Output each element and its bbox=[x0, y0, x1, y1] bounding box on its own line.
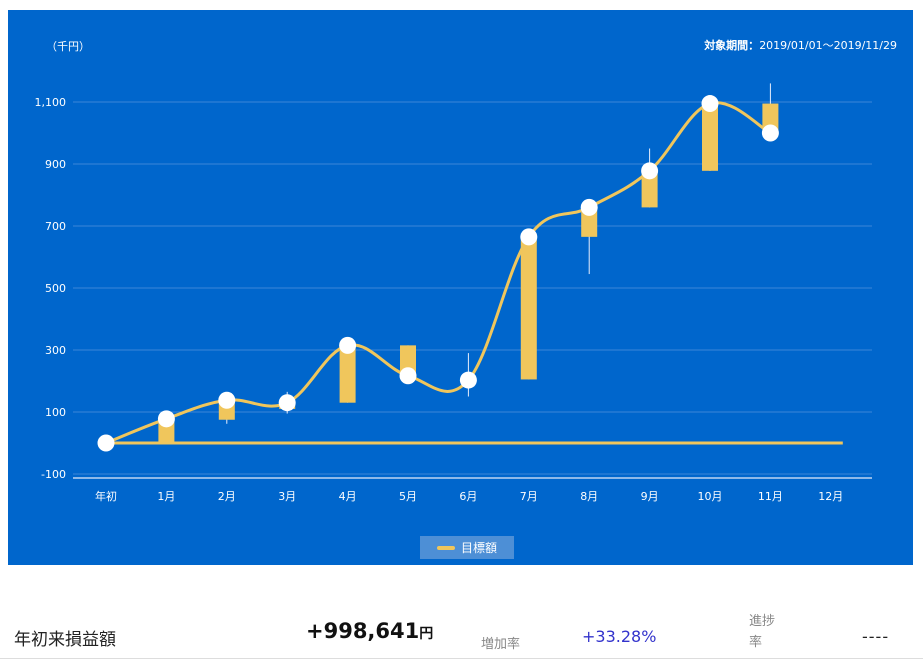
profit-point bbox=[339, 336, 357, 354]
y-tick-label: -100 bbox=[41, 468, 66, 481]
legend-item-target[interactable]: 目標額 bbox=[420, 536, 514, 559]
y-tick-label: 700 bbox=[45, 220, 66, 233]
summary-row: 年初来損益額 +998,641円 増加率 +33.28% 進捗率 ---- bbox=[0, 595, 923, 669]
profit-point bbox=[218, 391, 236, 409]
x-tick-label: 3月 bbox=[278, 490, 296, 503]
y-tick-label: 300 bbox=[45, 344, 66, 357]
x-tick-label: 2月 bbox=[218, 490, 236, 503]
x-tick-label: 8月 bbox=[580, 490, 598, 503]
profit-point bbox=[97, 434, 115, 452]
increase-rate-value: +33.28% bbox=[582, 627, 657, 646]
candle-body bbox=[400, 345, 416, 376]
period-text: 対象期間：2019/01/01～2019/11/29 bbox=[704, 37, 897, 53]
x-tick-label: 7月 bbox=[520, 490, 538, 503]
profit-point bbox=[459, 371, 477, 389]
progress-rate-value: ---- bbox=[862, 627, 890, 646]
y-tick-label: 500 bbox=[45, 282, 66, 295]
chart-panel: -100 100 300 500 700 900 1,100 年初 1月 2月 3月 4月 5月 6月 7月… bbox=[8, 10, 913, 565]
profit-point bbox=[641, 162, 659, 180]
profit-point bbox=[399, 367, 417, 385]
legend-label: 目標額 bbox=[460, 541, 497, 555]
x-tick-label: 9月 bbox=[641, 490, 659, 503]
legend-swatch bbox=[436, 545, 455, 550]
summary-divider bbox=[0, 658, 923, 659]
y-tick-label: 900 bbox=[45, 158, 66, 171]
ytd-profit-value: +998,641円 bbox=[306, 619, 433, 643]
x-tick-label: 1月 bbox=[157, 490, 175, 503]
profit-point bbox=[278, 394, 296, 412]
ytd-profit-label: 年初来損益額 bbox=[14, 630, 116, 650]
x-tick-label: 11月 bbox=[758, 490, 783, 503]
ytd-profit-amount: +998,641 bbox=[306, 619, 420, 643]
period-value: 2019/01/01～2019/11/29 bbox=[759, 39, 897, 52]
y-axis-unit: （千円） bbox=[46, 40, 90, 53]
profit-point bbox=[157, 410, 175, 428]
x-tick-label: 年初 bbox=[95, 489, 117, 503]
candle-body bbox=[702, 103, 718, 171]
profit-chart: -100 100 300 500 700 900 1,100 年初 1月 2月 3月 4月 5月 6月 7月… bbox=[35, 83, 872, 503]
profit-point bbox=[520, 228, 538, 246]
candle-body bbox=[641, 170, 658, 208]
x-tick-label: 12月 bbox=[818, 490, 843, 503]
candle-body bbox=[520, 236, 537, 380]
x-tick-label: 6月 bbox=[459, 490, 477, 503]
ytd-profit-unit: 円 bbox=[419, 626, 434, 642]
period-label: 対象期間： bbox=[704, 39, 760, 52]
candle-body bbox=[339, 345, 356, 403]
x-tick-label: 10月 bbox=[698, 490, 723, 503]
profit-point bbox=[580, 198, 598, 216]
increase-rate-label: 増加率 bbox=[481, 637, 521, 652]
x-tick-label: 4月 bbox=[339, 490, 357, 503]
x-tick-label: 5月 bbox=[399, 490, 417, 503]
y-tick-label: 100 bbox=[45, 406, 66, 419]
profit-line bbox=[105, 101, 772, 445]
y-tick-label: 1,100 bbox=[35, 96, 67, 109]
profit-point bbox=[701, 95, 719, 113]
profit-point bbox=[761, 124, 779, 142]
progress-rate-label: 進捗率 bbox=[749, 614, 776, 650]
